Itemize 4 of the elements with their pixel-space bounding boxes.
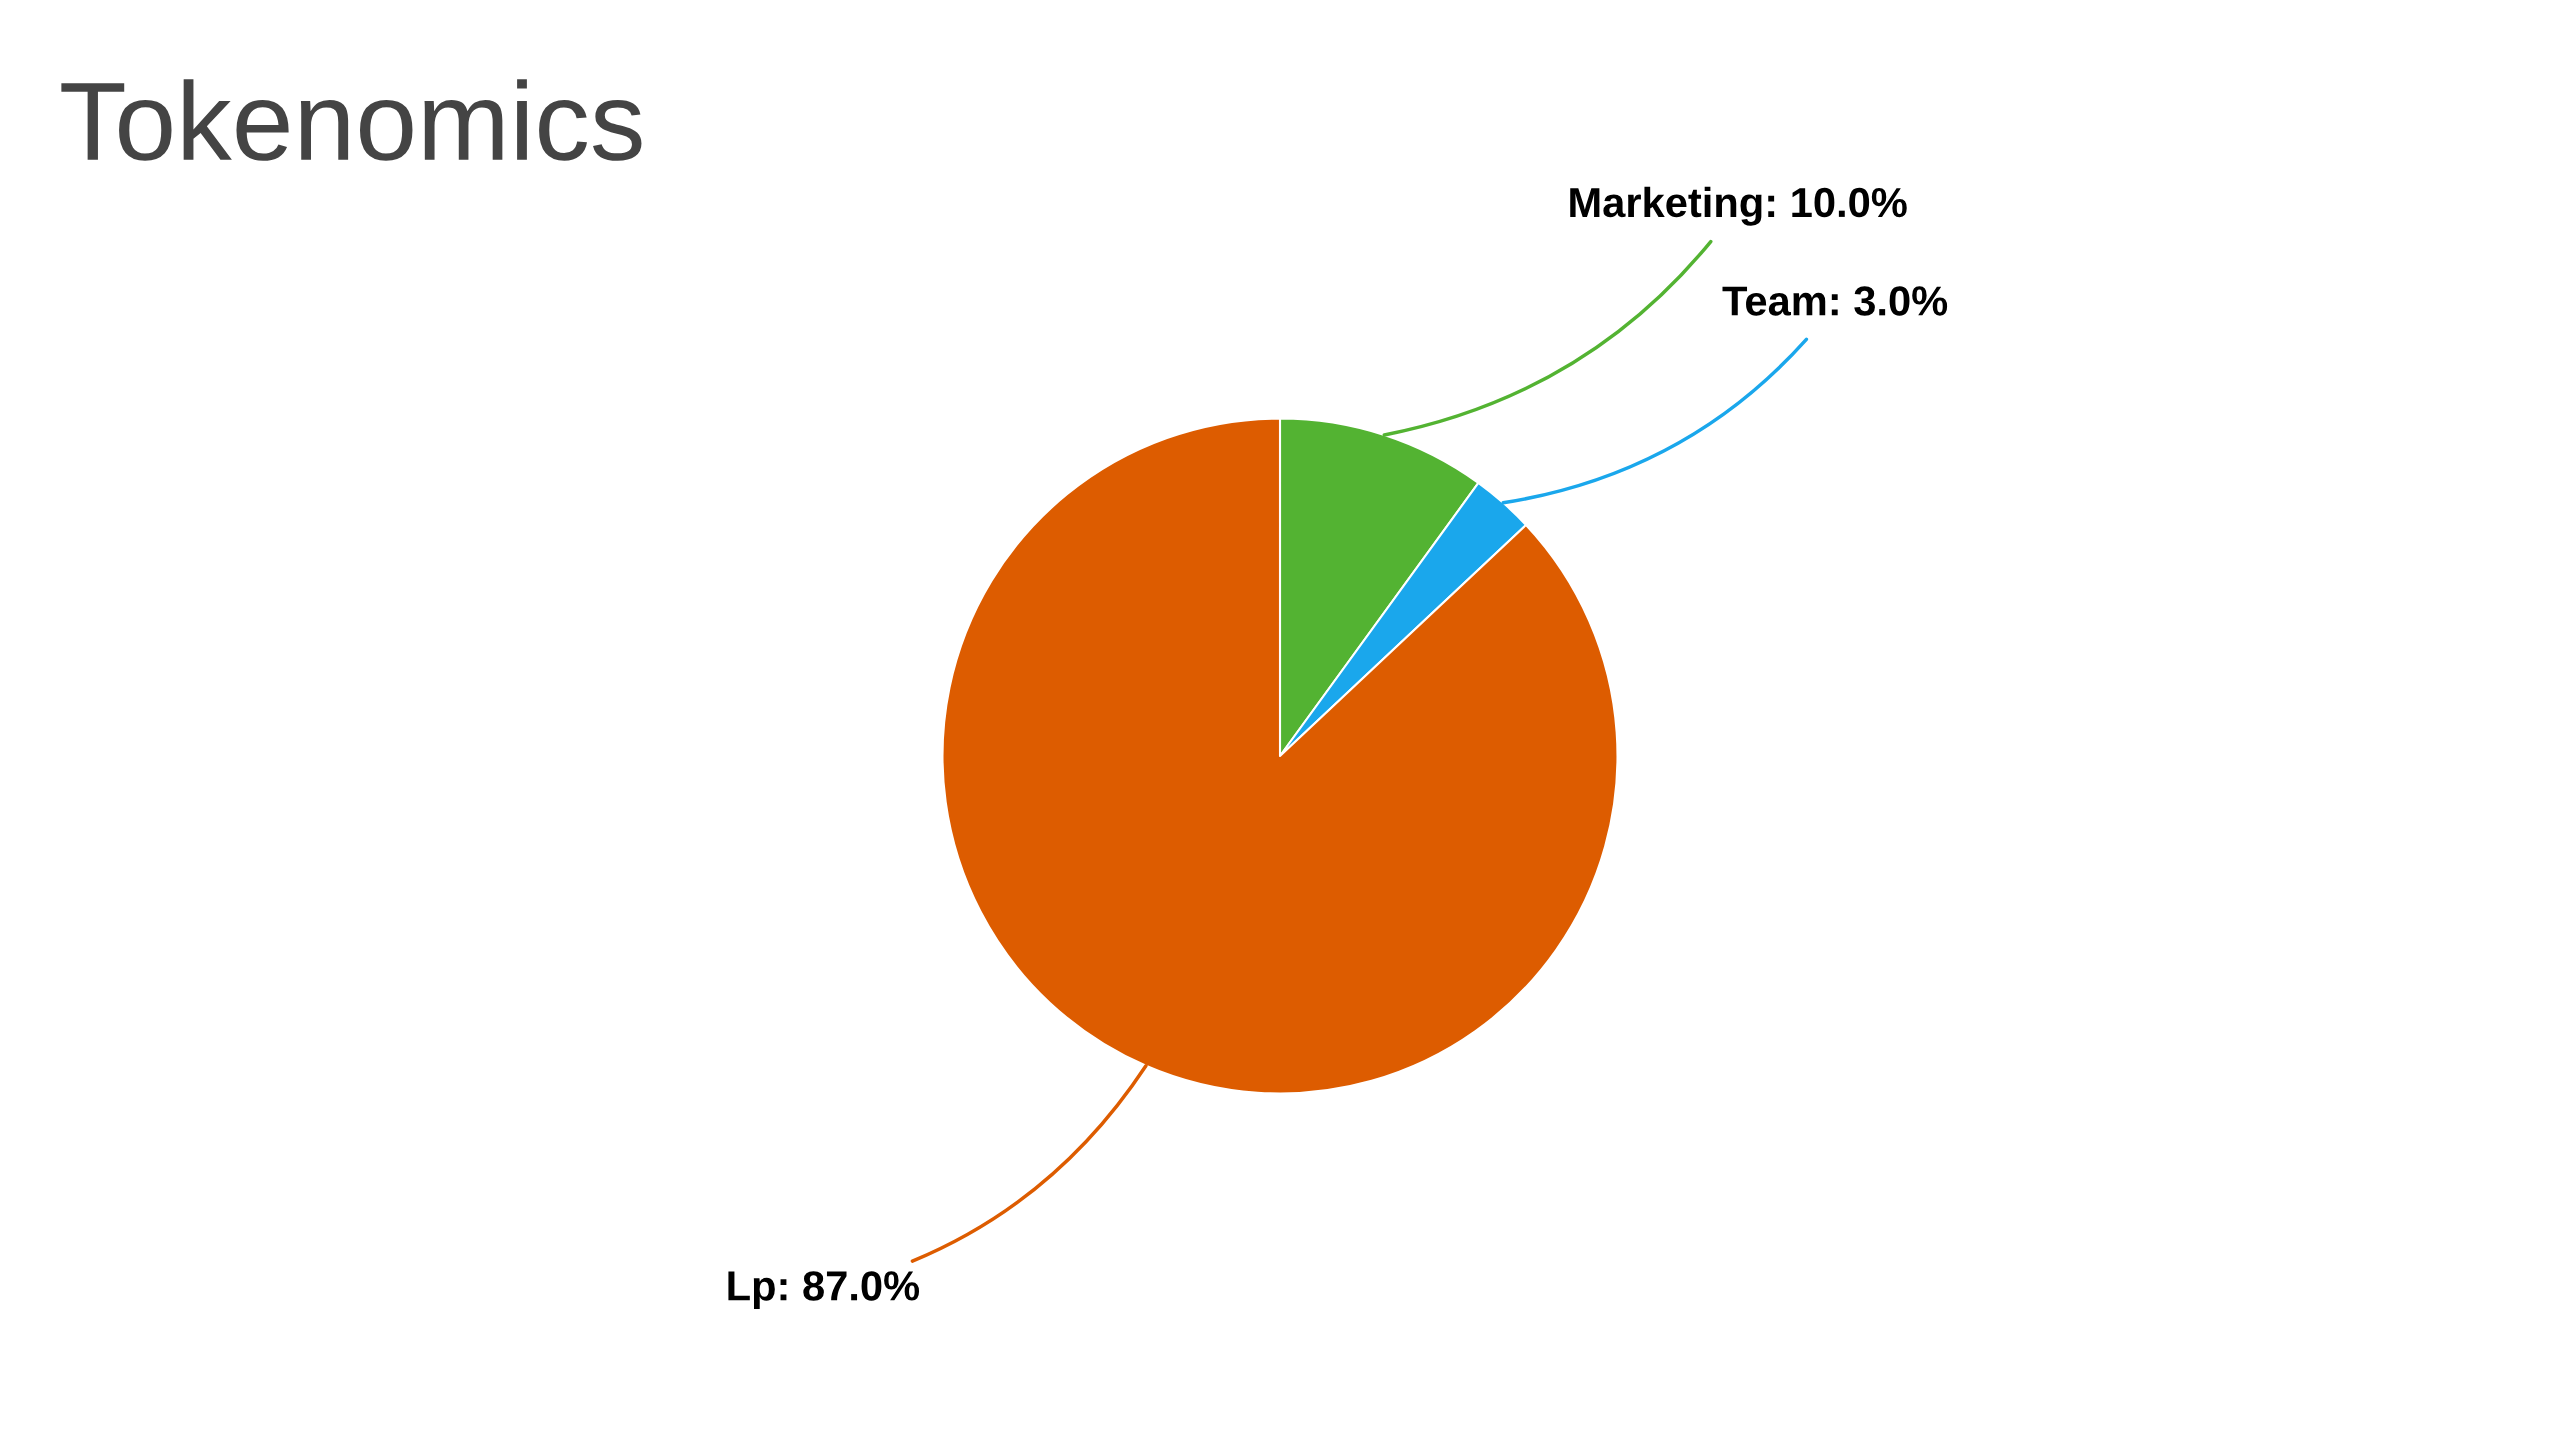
slice-label: Marketing: 10.0% [1570, 186, 1907, 226]
chart-title: Tokenomics [61, 79, 642, 161]
slice-label: Team: 3.0% [1722, 286, 1948, 316]
slice-label: Lp: 87.0% [728, 1271, 920, 1309]
